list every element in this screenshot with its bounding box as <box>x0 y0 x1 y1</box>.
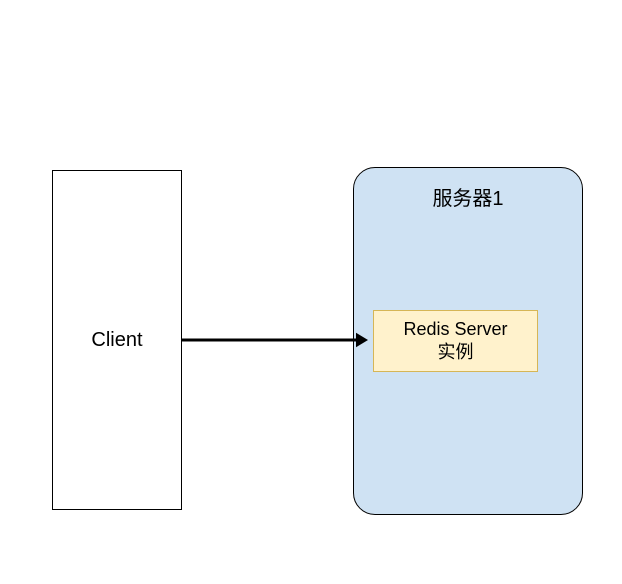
diagram-canvas: Client 服务器1 Redis Server 实例 <box>0 0 622 584</box>
client-label: Client <box>91 327 142 353</box>
client-to-redis-arrow <box>162 320 388 360</box>
redis-server-node: Redis Server 实例 <box>373 310 538 372</box>
server1-label: 服务器1 <box>432 186 503 212</box>
redis-server-label: Redis Server 实例 <box>403 318 507 365</box>
